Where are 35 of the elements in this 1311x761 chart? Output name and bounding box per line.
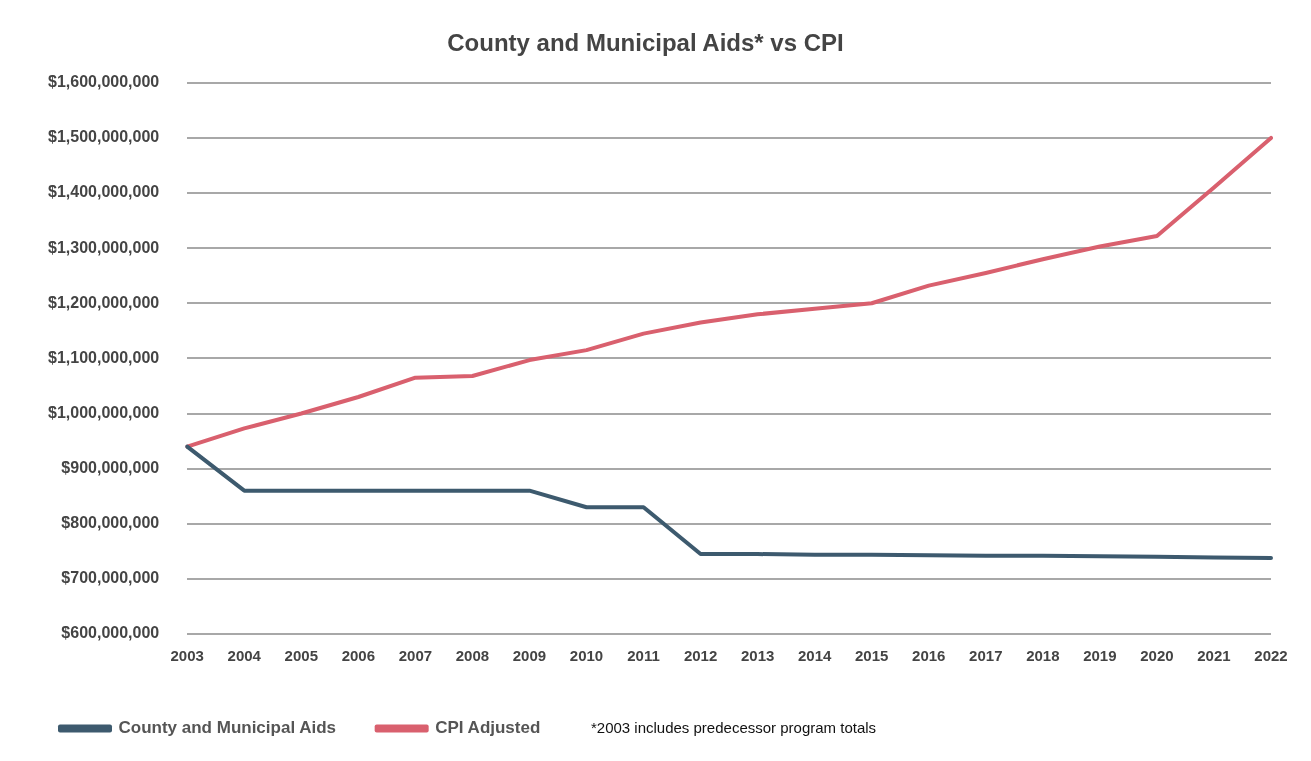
x-tick-label: 2006 (341, 647, 376, 665)
x-tick-label: 2004 (227, 647, 262, 665)
x-tick-label: 2012 (683, 647, 718, 665)
x-tick-label: 2018 (1026, 647, 1060, 665)
x-tick-label: 2005 (284, 647, 318, 665)
x-tick-label: 2003 (170, 647, 204, 665)
x-tick-label: 2022 (1254, 647, 1288, 665)
x-tick-label: 2015 (855, 647, 889, 665)
y-tick-label: $1,600,000,000 (48, 73, 160, 91)
text: *2003 includes predecessor program totals (590, 718, 877, 736)
x-tick-label: 2011 (627, 647, 660, 665)
x-tick-label: 2016 (912, 647, 946, 665)
legend-label: County and Municipal Aids (118, 718, 337, 738)
y-tick-label: $1,400,000,000 (48, 183, 160, 201)
x-tick-label: 2007 (398, 647, 433, 665)
legend-label: CPI Adjusted (435, 718, 541, 738)
x-tick-label: 2010 (569, 647, 604, 665)
y-tick-label: $1,100,000,000 (48, 348, 160, 366)
x-tick-label: 2019 (1083, 647, 1117, 665)
y-tick-label: $800,000,000 (61, 514, 160, 532)
y-tick-label: $900,000,000 (61, 459, 160, 477)
x-tick-label: 2008 (455, 647, 490, 665)
y-tick-label: $1,000,000,000 (48, 403, 160, 421)
y-tick-label: $1,200,000,000 (48, 293, 160, 311)
x-tick-label: 2017 (969, 647, 1003, 665)
x-tick-label: 2013 (740, 647, 775, 665)
y-tick-label: $1,500,000,000 (48, 128, 160, 146)
y-tick-label: $700,000,000 (61, 569, 160, 587)
y-tick-label: $1,300,000,000 (48, 238, 160, 256)
x-tick-label: 2014 (797, 647, 833, 665)
x-tick-label: 2021 (1197, 647, 1231, 665)
chart-title: County and Municipal Aids* vs CPI (447, 29, 844, 57)
x-tick-label: 2009 (512, 647, 547, 665)
x-tick-label: 2020 (1140, 647, 1174, 665)
y-tick-label: $600,000,000 (61, 624, 160, 642)
